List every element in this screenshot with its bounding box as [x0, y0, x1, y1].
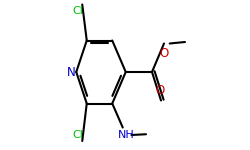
Text: N: N [67, 66, 76, 78]
Text: Cl: Cl [72, 6, 83, 15]
Text: Cl: Cl [72, 130, 83, 140]
Text: O: O [160, 47, 169, 60]
Text: NH: NH [118, 130, 135, 140]
Text: O: O [156, 84, 165, 97]
